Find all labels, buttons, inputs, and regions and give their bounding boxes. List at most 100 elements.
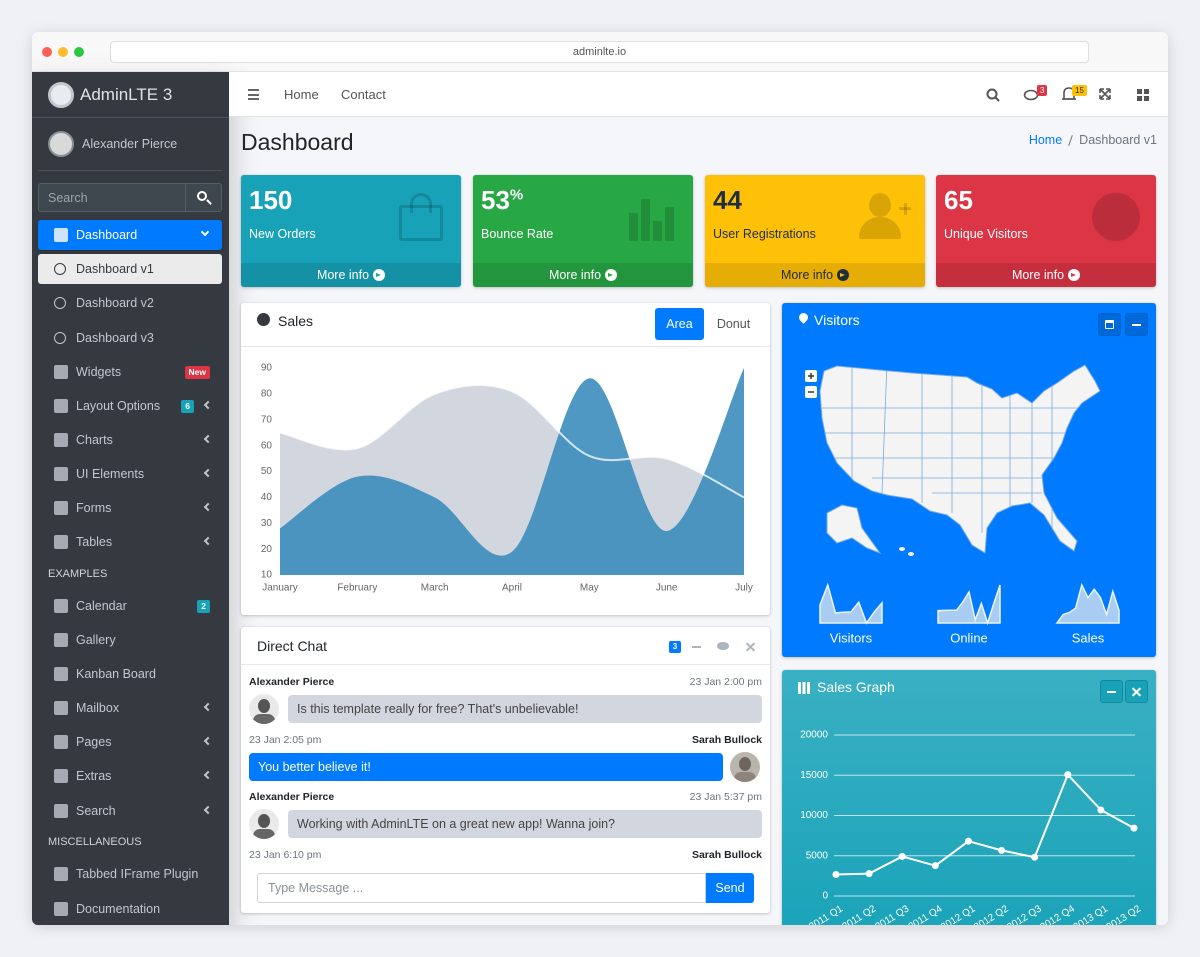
nav-item[interactable]: Forms	[38, 493, 222, 523]
alaska[interactable]	[826, 504, 882, 555]
small-box-footer[interactable]: More info	[473, 263, 693, 287]
nav-item[interactable]: Kanban Board	[38, 659, 222, 689]
nav-label: Search	[76, 804, 116, 818]
visitors-map: Visitors Online Sales	[805, 364, 1120, 645]
window-maximize[interactable]	[74, 47, 84, 57]
nav-item[interactable]: Dashboard	[38, 220, 222, 250]
nav-badge: New	[184, 366, 210, 379]
menu-toggle[interactable]	[248, 89, 259, 100]
y-tick-label: 20	[261, 544, 273, 555]
nav-item[interactable]: Dashboard v1	[38, 254, 222, 284]
person-body	[859, 217, 901, 239]
nav-icon	[54, 297, 66, 309]
messages-button[interactable]	[1023, 89, 1039, 101]
tab-area[interactable]: Area	[655, 308, 704, 340]
nav-item[interactable]: UI Elements	[38, 459, 222, 489]
remove-button[interactable]	[739, 635, 762, 658]
sidebar-search-input[interactable]: Search	[38, 183, 186, 212]
chat-badge: 3	[669, 641, 681, 653]
nav-label: Dashboard	[76, 228, 138, 242]
y-tick-label: 20000	[800, 730, 828, 741]
visitors-card: Visitors Online Sales Visitors	[782, 303, 1156, 657]
nav-link[interactable]: Home	[284, 87, 319, 102]
nav-label: Documentation	[76, 902, 161, 916]
nav-label: Pages	[76, 735, 112, 749]
search-icon	[197, 191, 207, 201]
nav-item[interactable]: Tables	[38, 527, 222, 557]
x-tick-label: 2012 Q2	[972, 903, 1011, 925]
card-title: Visitors	[814, 312, 860, 328]
tab-donut[interactable]: Donut	[716, 317, 751, 331]
area-series-line	[279, 383, 745, 499]
small-box-footer[interactable]: More info	[241, 263, 461, 287]
zoom-out[interactable]	[805, 386, 817, 398]
collapse-button[interactable]	[1100, 680, 1123, 703]
contacts-button[interactable]	[712, 635, 735, 658]
control-sidebar-button[interactable]	[1137, 89, 1149, 101]
fullscreen-button[interactable]	[1099, 88, 1111, 100]
nav-item[interactable]: Charts	[38, 425, 222, 455]
small-box-footer[interactable]: More info	[936, 263, 1156, 287]
value-number: 150	[249, 185, 293, 215]
small-box-label: User Registrations	[713, 227, 816, 241]
nav-icon	[54, 332, 66, 344]
nav-item[interactable]: Mailbox	[38, 693, 222, 723]
nav-item[interactable]: Dashboard v3	[38, 323, 222, 353]
user-name[interactable]: Alexander Pierce	[82, 137, 178, 151]
window-minimize[interactable]	[58, 47, 68, 57]
nav-item[interactable]: Search	[38, 796, 222, 826]
nav-icon	[54, 633, 68, 647]
nav-item[interactable]: Gallery	[38, 625, 222, 655]
small-box-footer[interactable]: More info	[705, 263, 925, 287]
nav-item[interactable]: Pages	[38, 727, 222, 757]
chat-timestamp: 23 Jan 5:37 pm	[689, 791, 762, 803]
nav-arrow	[203, 400, 213, 410]
small-box-icon	[395, 191, 447, 243]
nav-item[interactable]: Layout Options 6	[38, 391, 222, 421]
nav-item[interactable]: Dashboard v2	[38, 288, 222, 318]
nav-label: Tables	[76, 535, 113, 549]
us-map[interactable]	[819, 364, 1101, 554]
url-bar[interactable]: adminlte.io	[110, 41, 1089, 63]
nav-item[interactable]: Calendar 2	[38, 591, 222, 621]
brand-logo[interactable]	[48, 82, 74, 108]
hawaii[interactable]	[899, 547, 905, 551]
chat-name: Sarah Bullock	[691, 849, 762, 861]
small-box-value: 53%	[481, 185, 523, 216]
calendar-icon	[1105, 320, 1114, 329]
small-box-icon	[1090, 191, 1142, 243]
nav-label: UI Elements	[76, 467, 145, 481]
nav-link[interactable]: Contact	[341, 87, 386, 102]
user-avatar[interactable]	[48, 131, 74, 157]
nav-label: Layout Options	[76, 399, 161, 413]
zoom-in[interactable]	[805, 370, 817, 382]
footer-link: More info	[548, 268, 602, 282]
message-input[interactable]: Type Message ...	[257, 873, 706, 903]
small-box-label: Bounce Rate	[481, 227, 554, 241]
hawaii[interactable]	[908, 552, 914, 556]
send-button[interactable]: Send	[706, 873, 754, 903]
daterange-button[interactable]	[1098, 313, 1121, 336]
nav-item[interactable]: Widgets New	[38, 357, 222, 387]
arrow-circle-icon	[605, 269, 618, 281]
pie-icon	[1092, 193, 1140, 241]
nav-item[interactable]: Documentation	[38, 894, 222, 924]
collapse-button[interactable]	[1125, 313, 1148, 336]
search-placeholder: Search	[48, 191, 88, 205]
nav-item[interactable]: Tabbed IFrame Plugin	[38, 859, 222, 889]
search-button[interactable]	[986, 88, 1000, 102]
remove-button[interactable]	[1125, 680, 1148, 703]
chat-timestamp: 23 Jan 2:05 pm	[249, 734, 322, 746]
small-box-value: 44	[713, 185, 742, 216]
brand-text[interactable]: AdminLTE 3	[80, 85, 173, 104]
collapse-button[interactable]	[685, 635, 708, 658]
nav-item[interactable]: Extras	[38, 761, 222, 791]
window-close[interactable]	[42, 47, 52, 57]
comments-icon	[717, 642, 729, 650]
browser-titlebar: adminlte.io	[32, 32, 1168, 72]
breadcrumb-link[interactable]: Home	[1028, 133, 1063, 147]
chat-name: Alexander Pierce	[249, 676, 335, 688]
card-title: Sales	[278, 313, 314, 329]
sidebar-search-button[interactable]	[186, 183, 222, 212]
navbar: Home Contact 3 15	[229, 72, 1168, 117]
